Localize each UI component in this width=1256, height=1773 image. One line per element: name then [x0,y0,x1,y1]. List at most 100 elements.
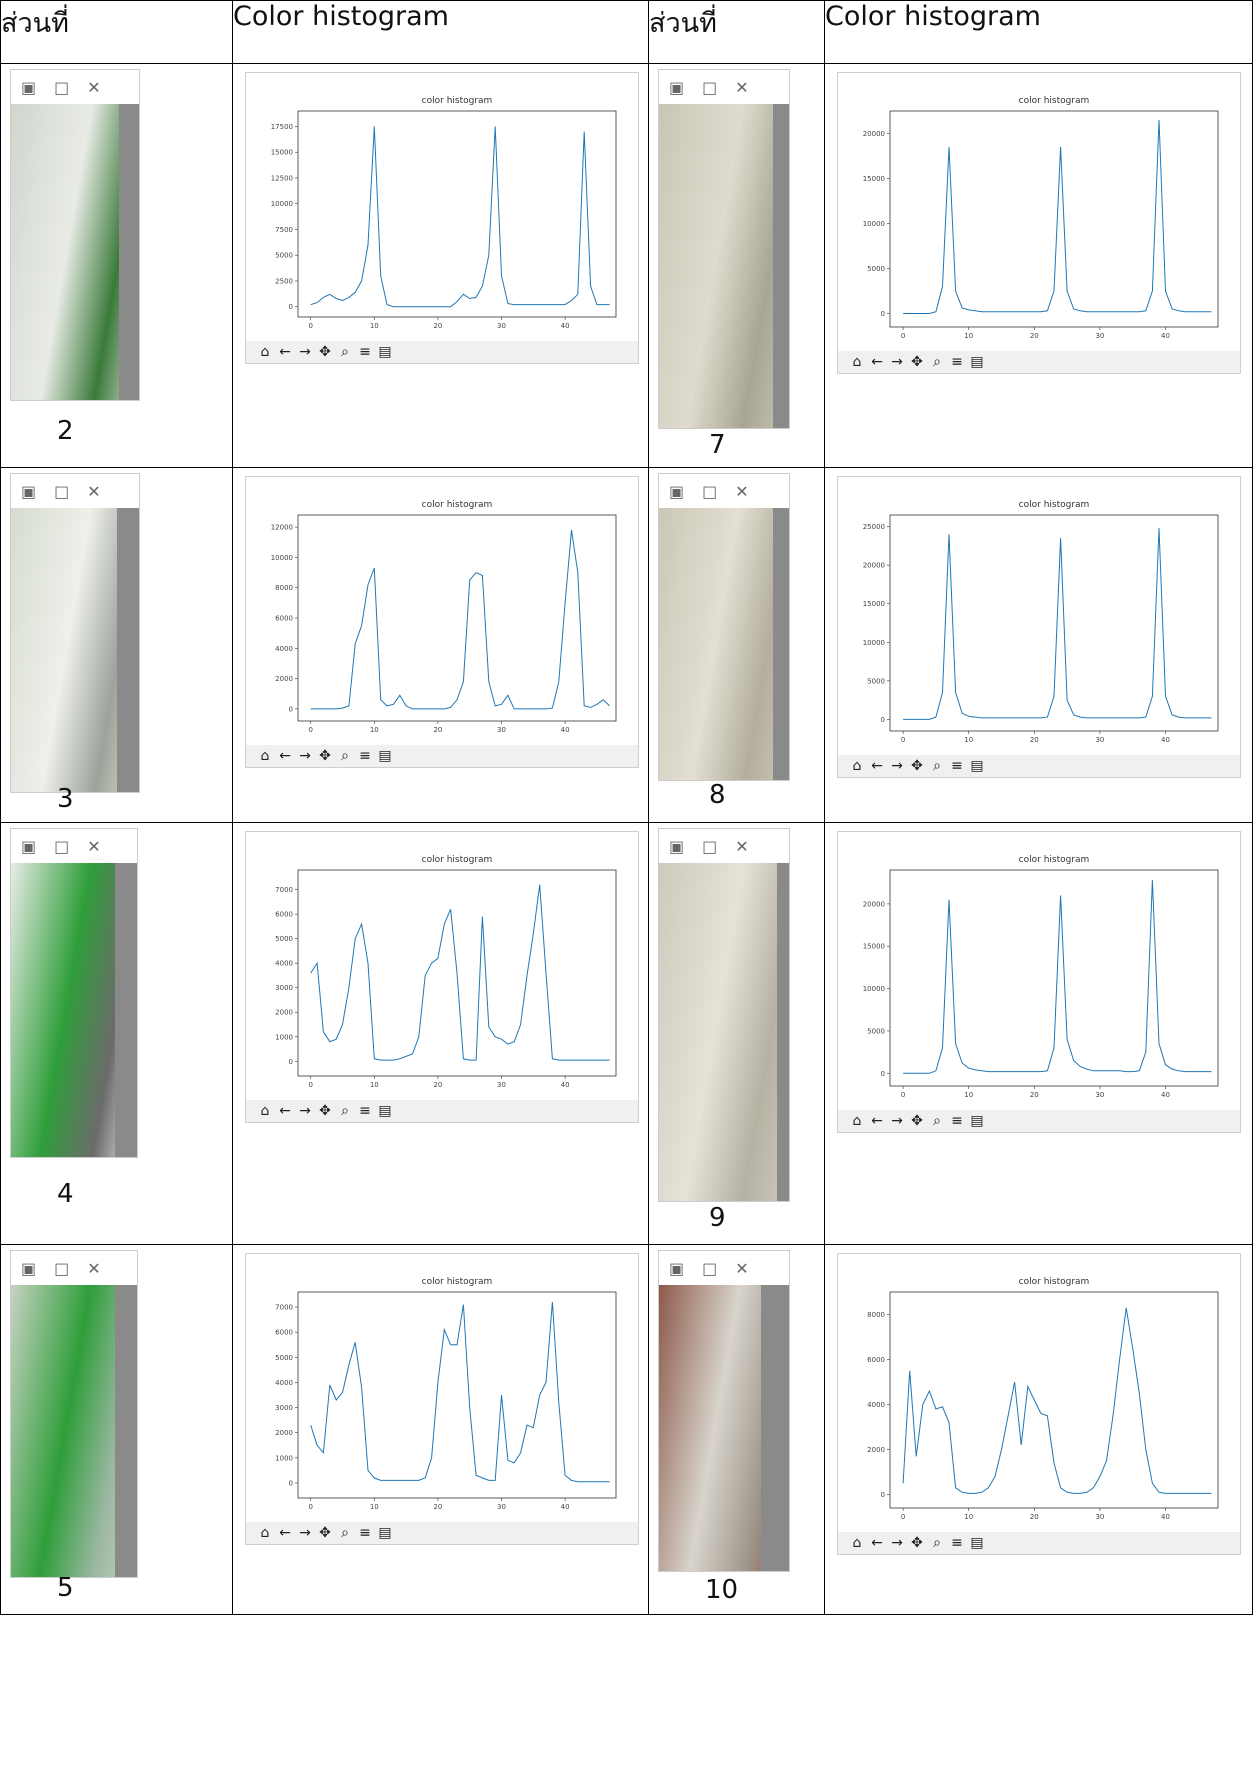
forward-icon[interactable]: → [891,758,903,774]
home-icon[interactable]: ⌂ [852,354,862,370]
forward-icon[interactable]: → [299,344,311,360]
pan-icon[interactable]: ✥ [319,748,331,764]
save-icon[interactable]: ▤ [378,1103,392,1119]
x-tick-label: 10 [370,1503,379,1511]
x-tick-label: 20 [1030,1091,1039,1099]
configure-icon[interactable]: ≡ [951,1535,963,1551]
forward-icon[interactable]: → [299,1103,311,1119]
x-tick-label: 10 [370,1081,379,1089]
back-icon[interactable]: ← [279,1103,291,1119]
y-tick-label: 10000 [271,200,293,208]
back-icon[interactable]: ← [279,748,291,764]
home-icon[interactable]: ⌂ [260,1525,270,1541]
maximize-icon[interactable]: □ [702,836,718,856]
y-tick-label: 0 [881,716,885,724]
zoom-icon[interactable]: ⌕ [341,344,349,360]
maximize-icon[interactable]: □ [702,1258,718,1278]
zoom-icon[interactable]: ⌕ [933,1113,941,1129]
save-icon[interactable]: ▤ [970,758,984,774]
back-icon[interactable]: ← [279,1525,291,1541]
save-icon[interactable]: ▤ [378,1525,392,1541]
back-icon[interactable]: ← [871,758,883,774]
configure-icon[interactable]: ≡ [359,1525,371,1541]
figure-toolbar: ⌂ ← → ✥ ⌕ ≡ ▤ [838,1110,1240,1132]
y-tick-label: 10000 [863,985,885,993]
home-icon[interactable]: ⌂ [260,344,270,360]
maximize-icon[interactable]: □ [702,481,718,501]
figure-window: color histogram 0 1000 2000 3000 4000 5000 6000… [245,1253,639,1545]
python-icon: ▣ [669,481,685,501]
y-tick-label: 5000 [867,1027,885,1035]
save-icon[interactable]: ▤ [970,1535,984,1551]
histogram-cell-left: color histogram 0 2000 4000 6000 8000 10000 120… [232,467,649,823]
configure-icon[interactable]: ≡ [951,354,963,370]
close-icon[interactable]: ✕ [735,836,749,856]
maximize-icon[interactable]: □ [54,836,70,856]
pan-icon[interactable]: ✥ [319,344,331,360]
save-icon[interactable]: ▤ [970,1113,984,1129]
histogram-line [310,126,610,308]
zoom-icon[interactable]: ⌕ [933,1535,941,1551]
save-icon[interactable]: ▤ [378,748,392,764]
forward-icon[interactable]: → [891,1535,903,1551]
part-number: 2 [57,416,74,446]
forward-icon[interactable]: → [299,748,311,764]
python-icon: ▣ [669,1258,685,1278]
save-icon[interactable]: ▤ [970,354,984,370]
back-icon[interactable]: ← [871,354,883,370]
home-icon[interactable]: ⌂ [260,748,270,764]
maximize-icon[interactable]: □ [702,77,718,97]
histogram-line [903,528,1212,720]
y-tick-label: 3000 [275,984,293,992]
y-tick-label: 12500 [271,174,293,182]
plot-frame [297,1291,617,1499]
header-histogram-left: Color histogram [232,0,649,64]
pan-icon[interactable]: ✥ [911,354,923,370]
forward-icon[interactable]: → [891,1113,903,1129]
close-icon[interactable]: ✕ [735,77,749,97]
zoom-icon[interactable]: ⌕ [341,1525,349,1541]
save-icon[interactable]: ▤ [378,344,392,360]
zoom-icon[interactable]: ⌕ [933,354,941,370]
configure-icon[interactable]: ≡ [951,1113,963,1129]
maximize-icon[interactable]: □ [54,1258,70,1278]
zoom-icon[interactable]: ⌕ [341,748,349,764]
home-icon[interactable]: ⌂ [260,1103,270,1119]
forward-icon[interactable]: → [891,354,903,370]
home-icon[interactable]: ⌂ [852,1535,862,1551]
part-cell-left: ▣ □ ✕ 3 [0,467,233,823]
chart-title: color histogram [422,1277,493,1287]
y-tick-label: 1000 [275,1454,293,1462]
close-icon[interactable]: ✕ [87,836,101,856]
close-icon[interactable]: ✕ [87,1258,101,1278]
pan-icon[interactable]: ✥ [319,1525,331,1541]
configure-icon[interactable]: ≡ [951,758,963,774]
zoom-icon[interactable]: ⌕ [341,1103,349,1119]
maximize-icon[interactable]: □ [54,77,70,97]
figure-toolbar: ⌂ ← → ✥ ⌕ ≡ ▤ [246,1100,638,1122]
home-icon[interactable]: ⌂ [852,758,862,774]
close-icon[interactable]: ✕ [87,77,101,97]
pan-icon[interactable]: ✥ [911,1113,923,1129]
pan-icon[interactable]: ✥ [911,758,923,774]
pan-icon[interactable]: ✥ [319,1103,331,1119]
y-tick-label: 4000 [275,960,293,968]
home-icon[interactable]: ⌂ [852,1113,862,1129]
close-icon[interactable]: ✕ [735,1258,749,1278]
forward-icon[interactable]: → [299,1525,311,1541]
back-icon[interactable]: ← [871,1535,883,1551]
back-icon[interactable]: ← [279,344,291,360]
back-icon[interactable]: ← [871,1113,883,1129]
configure-icon[interactable]: ≡ [359,344,371,360]
pan-icon[interactable]: ✥ [911,1535,923,1551]
y-tick-label: 0 [289,303,293,311]
x-tick-label: 20 [433,726,442,734]
close-icon[interactable]: ✕ [735,481,749,501]
maximize-icon[interactable]: □ [54,481,70,501]
close-icon[interactable]: ✕ [87,481,101,501]
zoom-icon[interactable]: ⌕ [933,758,941,774]
table-row: ▣ □ ✕ 3 color histogram 0 2000 4000 6000 8000 10… [0,467,1253,823]
configure-icon[interactable]: ≡ [359,748,371,764]
configure-icon[interactable]: ≡ [359,1103,371,1119]
x-tick-label: 30 [1095,332,1104,340]
